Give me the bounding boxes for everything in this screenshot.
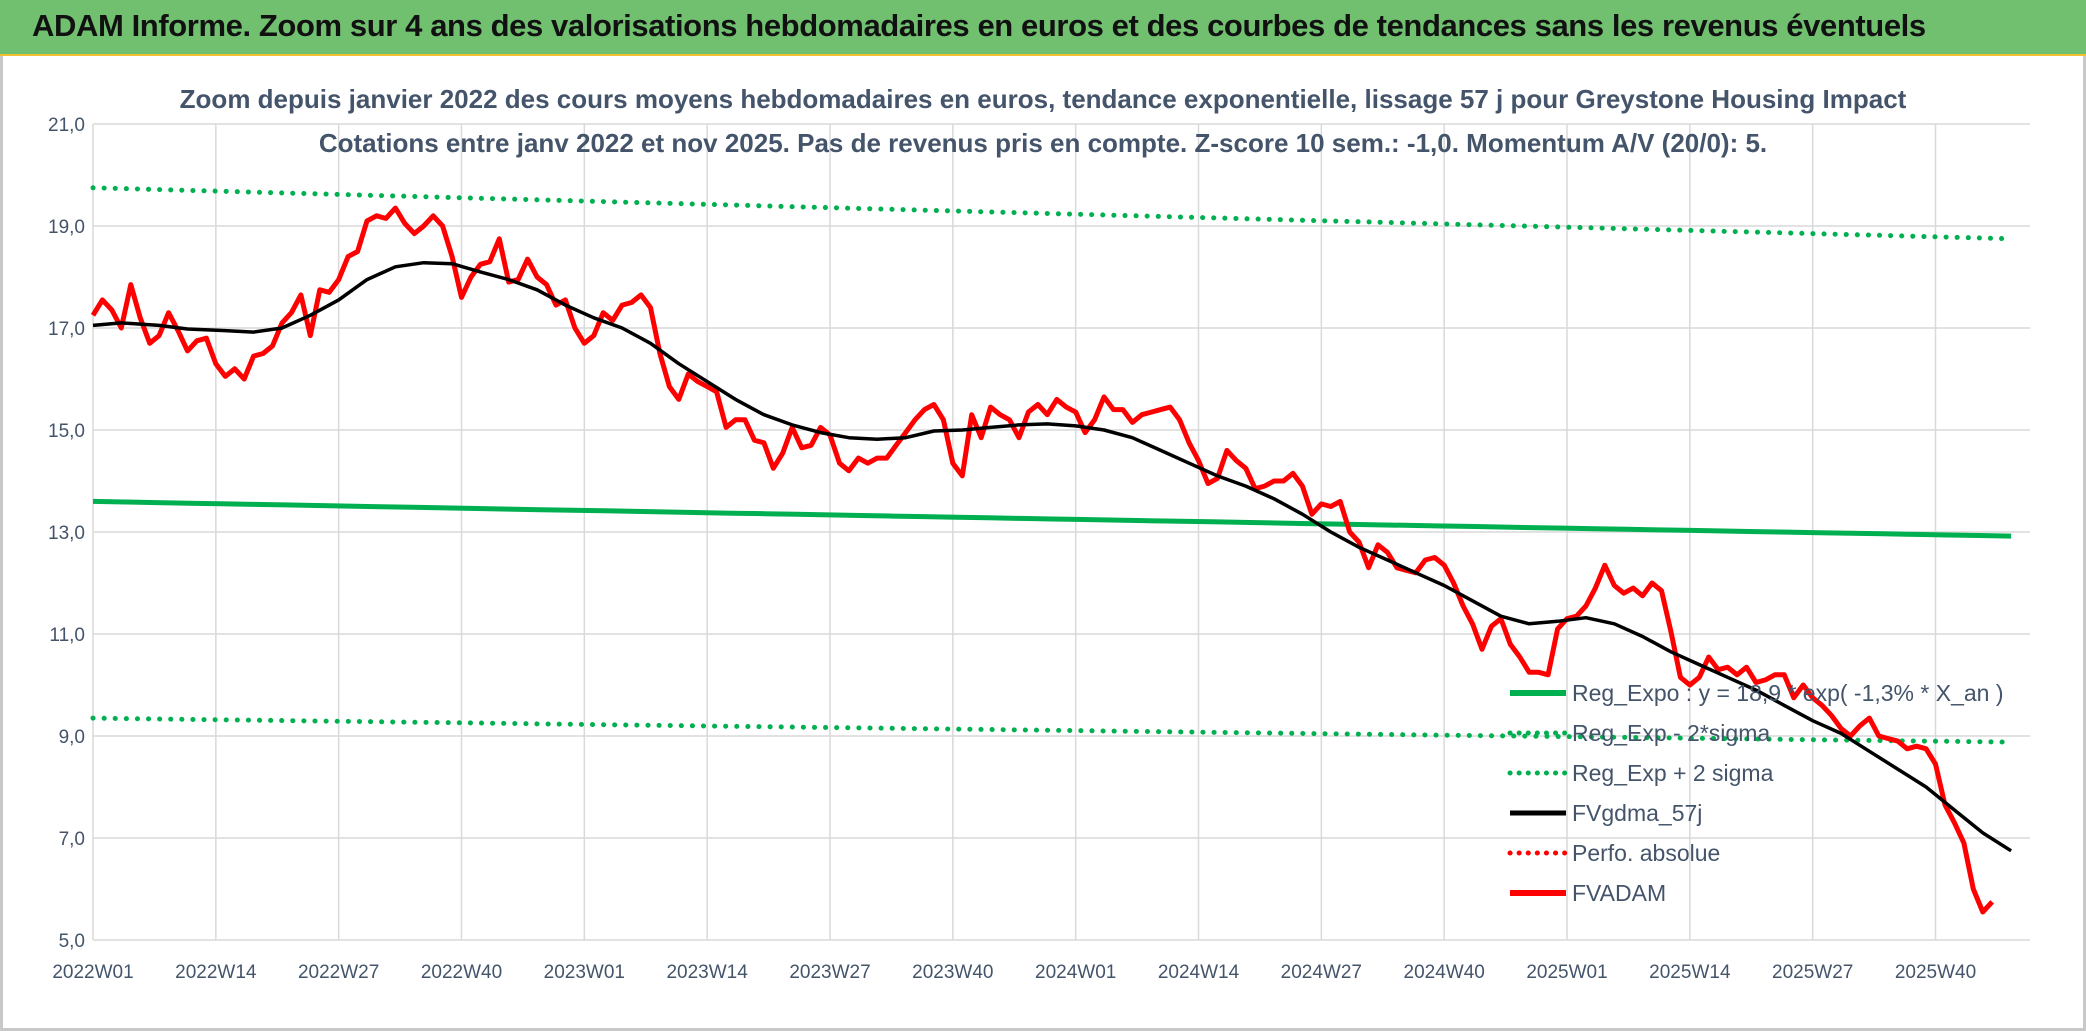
x-tick-label: 2025W40 <box>1895 962 1976 983</box>
x-tick-label: 2024W40 <box>1404 962 1485 983</box>
x-tick-label: 2024W01 <box>1035 962 1116 983</box>
x-tick-label: 2022W14 <box>175 962 257 983</box>
y-tick-label: 21,0 <box>48 115 85 136</box>
y-tick-label: 9,0 <box>59 727 85 748</box>
x-tick-label: 2022W27 <box>298 962 379 983</box>
fvgdma-57j-line <box>92 260 2013 853</box>
reg-plus-2sigma-line <box>90 185 2014 242</box>
x-tick-label: 2025W27 <box>1772 962 1853 983</box>
x-tick-label: 2023W14 <box>666 962 748 983</box>
chart-title: Zoom depuis janvier 2022 des cours moyen… <box>180 84 1907 114</box>
y-tick-label: 7,0 <box>59 829 85 850</box>
report-title: ADAM Informe. Zoom sur 4 ans des valoris… <box>32 8 1926 43</box>
chart-frame <box>0 56 2086 1031</box>
reg-expo-line <box>92 498 2012 539</box>
y-tick-label: 11,0 <box>49 625 85 646</box>
x-tick-label: 2023W01 <box>544 962 625 983</box>
y-axis-ticks: 5,0 7,0 9,0 11,0 13,0 15,0 17,0 19,0 21,0 <box>48 115 85 952</box>
y-tick-label: 17,0 <box>48 319 85 340</box>
x-tick-label: 2023W40 <box>912 962 993 983</box>
y-tick-label: 13,0 <box>48 523 85 544</box>
chart-legend: Reg_Expo : y = 18,9 * exp( -1,3% * X_an … <box>1507 680 2004 906</box>
chart-lines <box>90 185 2014 915</box>
x-tick-label: 2022W40 <box>421 962 502 983</box>
fvadam-line <box>90 205 1995 915</box>
x-tick-label: 2024W14 <box>1158 962 1240 983</box>
x-tick-label: 2025W14 <box>1649 962 1731 983</box>
y-tick-label: 19,0 <box>48 217 85 238</box>
chart-grid <box>92 123 2030 941</box>
x-tick-label: 2023W27 <box>789 962 870 983</box>
x-axis-ticks: 2022W01 2022W14 2022W27 2022W40 2023W01 2023W… <box>52 962 1976 983</box>
legend-reg-minus-2sigma-label: Reg_Exp - 2*sigma <box>1572 720 1770 746</box>
y-tick-label: 5,0 <box>59 931 85 952</box>
x-tick-label: 2024W27 <box>1281 962 1362 983</box>
report-header: ADAM Informe. Zoom sur 4 ans des valoris… <box>0 0 2086 56</box>
reg-minus-2sigma-line <box>90 715 2014 745</box>
legend-reg-expo-label: Reg_Expo : y = 18,9 * exp( -1,3% * X_an … <box>1572 680 2004 706</box>
chart-subtitle: Cotations entre janv 2022 et nov 2025. P… <box>319 128 1767 158</box>
legend-perfo-absolue-label: Perfo. absolue <box>1572 840 1720 866</box>
x-tick-label: 2025W01 <box>1526 962 1607 983</box>
legend-fvgdma-57j-label: FVgdma_57j <box>1572 800 1702 826</box>
legend-fvadam-label: FVADAM <box>1572 880 1666 906</box>
x-tick-label: 2022W01 <box>52 962 133 983</box>
y-tick-label: 15,0 <box>48 421 85 442</box>
legend-reg-plus-2sigma-label: Reg_Exp + 2 sigma <box>1572 760 1774 786</box>
